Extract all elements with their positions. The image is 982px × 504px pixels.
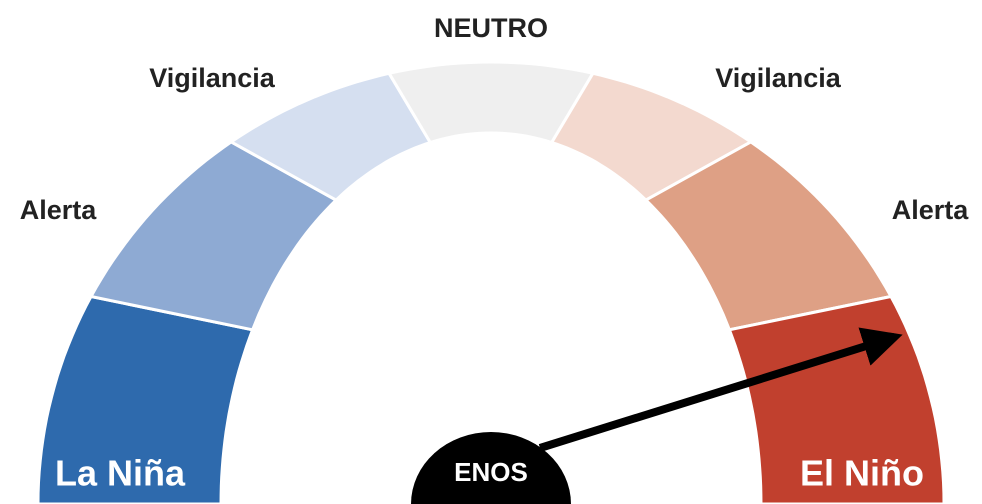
right-alert-label: Alerta <box>892 195 970 225</box>
left-end-label: La Niña <box>55 453 186 494</box>
center-hub <box>411 432 571 504</box>
needle <box>538 327 903 452</box>
right-watch-label: Vigilancia <box>715 63 842 93</box>
gauge-segments <box>36 60 946 504</box>
center-label: ENOS <box>454 457 528 487</box>
top-label: NEUTRO <box>434 13 548 43</box>
left-alert-label: Alerta <box>20 195 98 225</box>
right-end-label: El Niño <box>800 453 924 494</box>
left-watch-label: Vigilancia <box>149 63 276 93</box>
